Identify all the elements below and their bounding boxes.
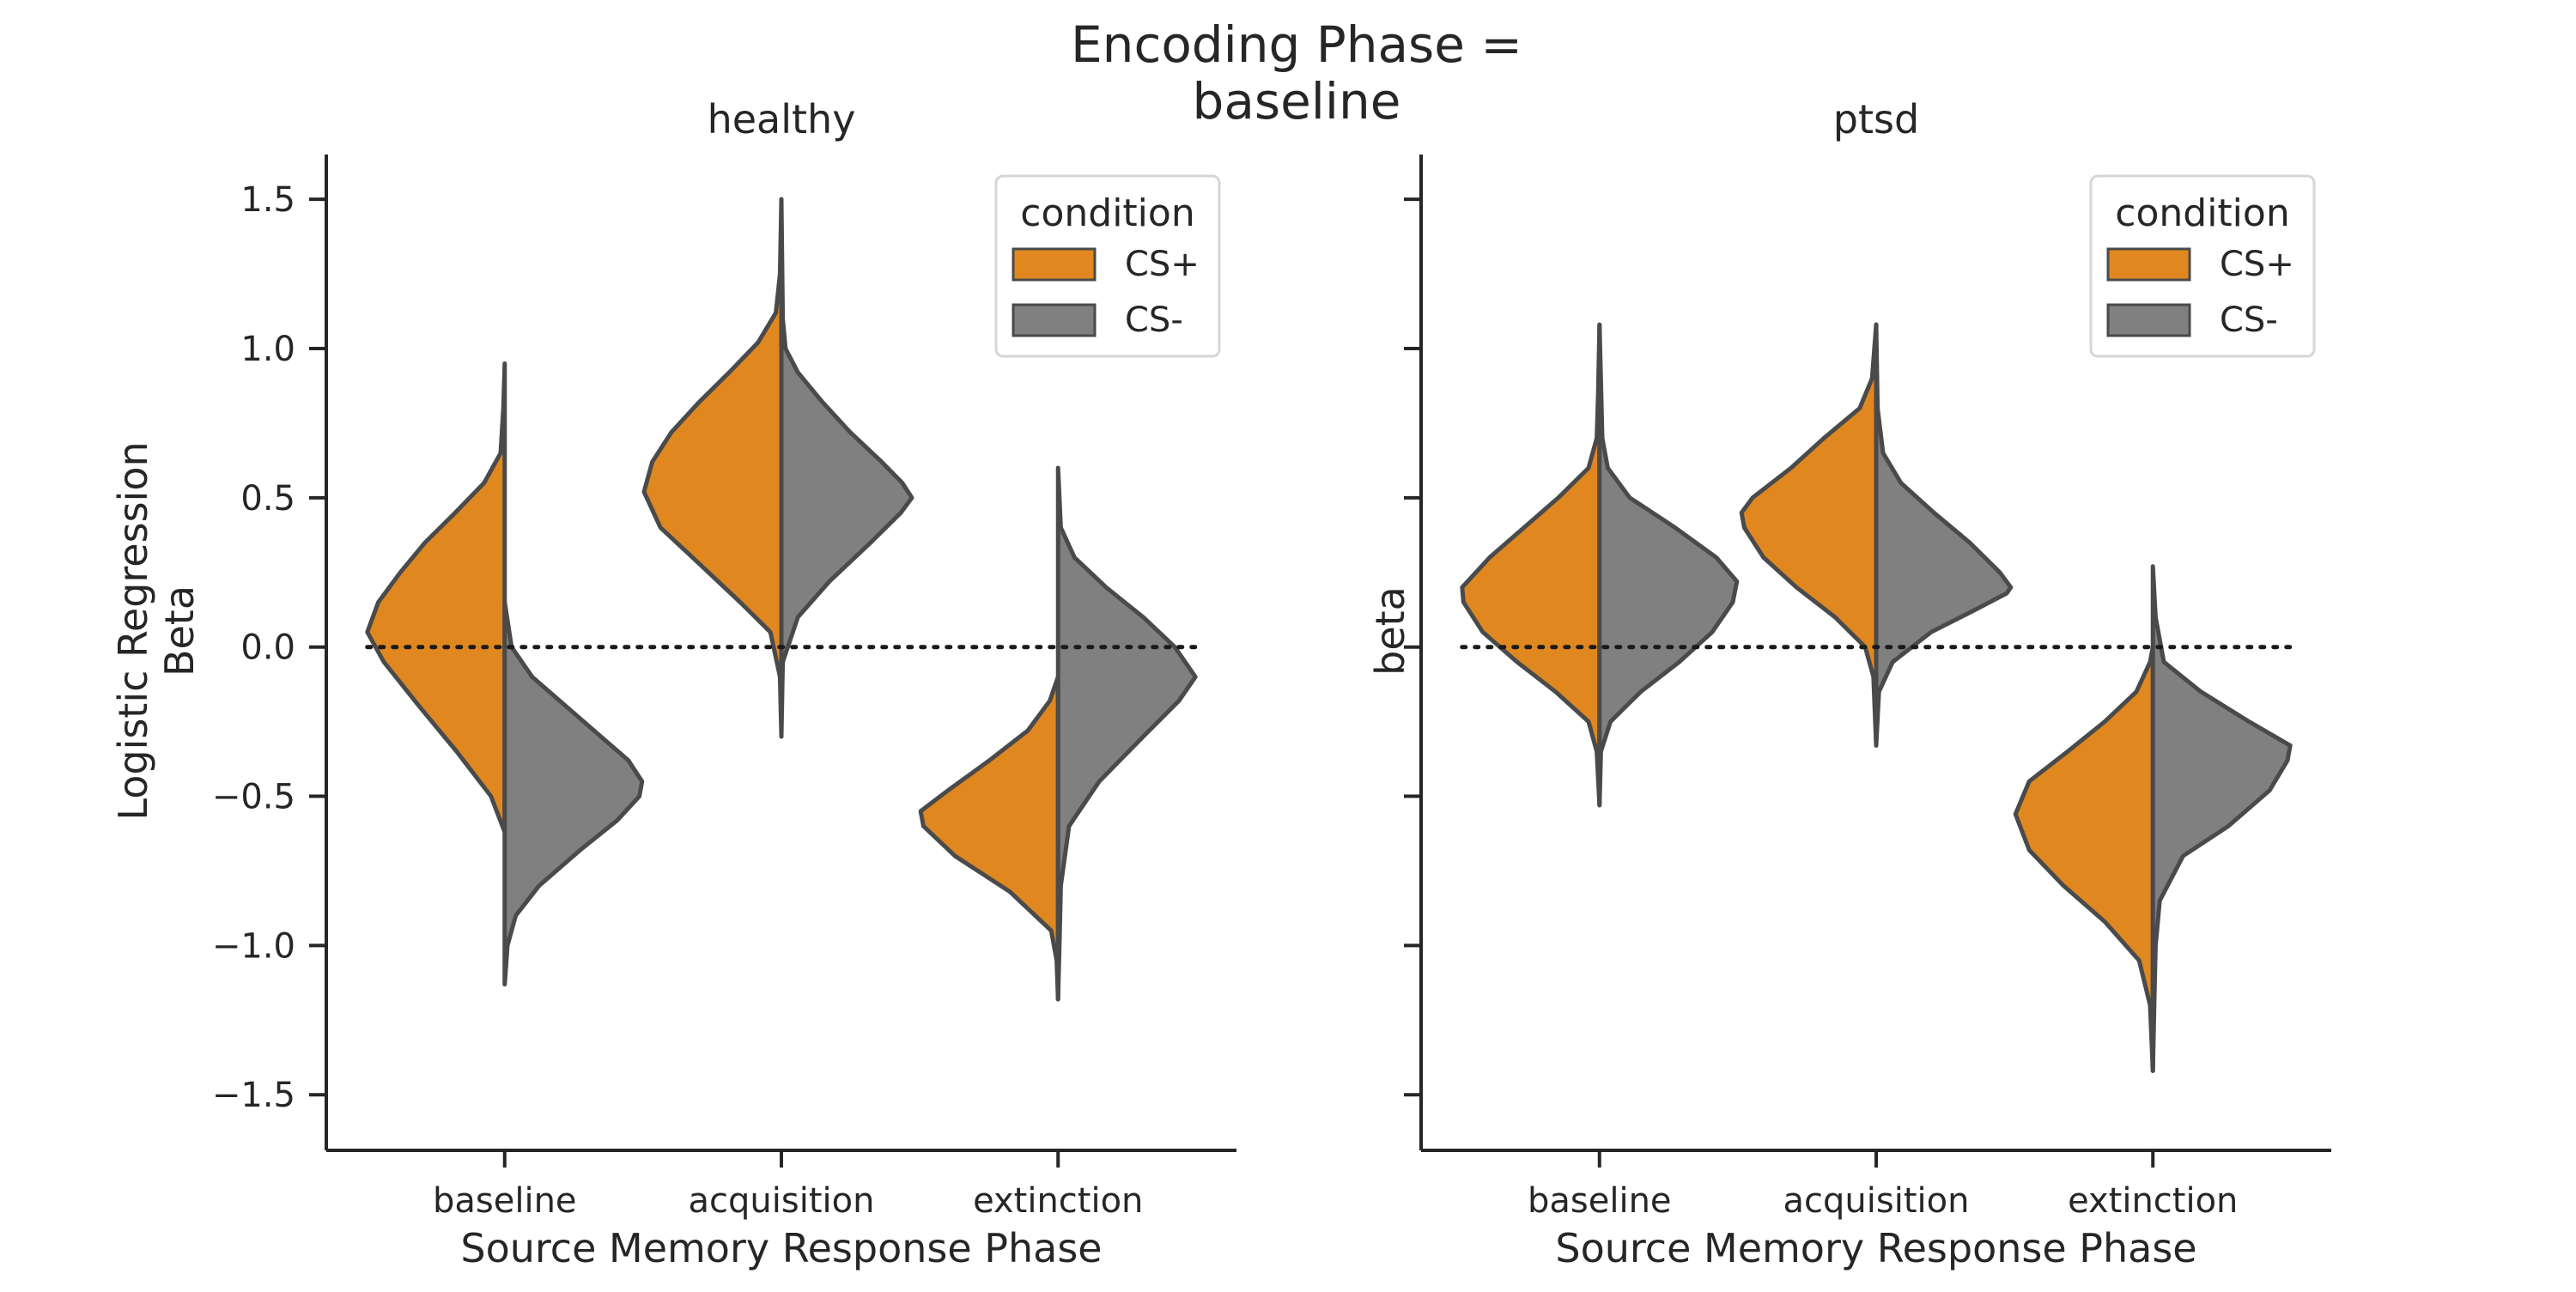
violin-extinction-cs-minus	[1055, 465, 1198, 1002]
legend-entry-label: CS+	[2220, 245, 2294, 284]
panel-ptsd: ptsd baseline acquisition extinctionSource …	[1367, 96, 2331, 1271]
x-tick-label: baseline	[1528, 1181, 1672, 1221]
legend-entry-label: CS-	[1125, 300, 1183, 340]
panel-title: healthy	[708, 96, 856, 143]
x-tick-label: acquisition	[1783, 1181, 1970, 1221]
panel-title: ptsd	[1833, 96, 1919, 143]
x-tick-label: extinction	[2068, 1181, 2238, 1221]
violin-baseline-cs-plus	[365, 361, 507, 834]
panel-healthy: healthy −1.5 −1.0 −0.5 0.0 0.5 1.0 1.5 baseline a…	[110, 96, 1236, 1271]
legend: condition CS+ CS-	[2089, 174, 2316, 358]
x-tick-label: extinction	[973, 1181, 1143, 1221]
legend-swatch	[2106, 303, 2191, 337]
legend-swatch	[1012, 247, 1097, 282]
panels-layer: healthy −1.5 −1.0 −0.5 0.0 0.5 1.0 1.5 baseline a…	[110, 96, 2331, 1271]
y-tick-label: 0.0	[240, 628, 295, 668]
y-tick-label: 1.5	[240, 180, 295, 220]
figure-title-line: baseline	[1193, 72, 1401, 130]
y-tick-label: 1.0	[240, 330, 295, 369]
violin-acquisition-cs-minus	[779, 197, 914, 739]
x-axis-label: Source Memory Response Phase	[1555, 1225, 2196, 1271]
violin-acquisition-cs-minus	[1874, 322, 2014, 748]
violin-baseline-cs-minus	[502, 600, 645, 987]
y-axis-label: Beta	[156, 585, 203, 676]
violin-baseline-cs-minus	[1597, 322, 1740, 808]
legend-swatch	[1012, 303, 1097, 337]
y-axis-label: beta	[1367, 586, 1413, 676]
figure-title-line: Encoding Phase =	[1071, 15, 1522, 74]
y-tick-label: −1.0	[212, 926, 295, 966]
violin-extinction-cs-minus	[2150, 564, 2293, 1073]
y-tick-label: 0.5	[240, 479, 295, 519]
y-tick-label: −1.5	[212, 1076, 295, 1115]
legend: condition CS+ CS-	[994, 174, 1221, 358]
legend-entry-label: CS-	[2220, 300, 2278, 340]
y-tick-label: −0.5	[212, 778, 295, 817]
legend-title: condition	[1020, 191, 1194, 235]
y-axis-label: Logistic Regression	[110, 441, 156, 820]
violin-acquisition-cs-plus	[1739, 322, 1879, 748]
x-axis-label: Source Memory Response Phase	[460, 1225, 1102, 1271]
legend-swatch	[2106, 247, 2191, 282]
figure-title: Encoding Phase = baseline	[1071, 15, 1522, 130]
x-tick-label: acquisition	[689, 1181, 875, 1221]
violin-extinction-cs-plus	[918, 674, 1060, 1002]
x-tick-label: baseline	[433, 1181, 577, 1221]
legend-entry-label: CS+	[1125, 245, 1200, 284]
legend-title: condition	[2115, 191, 2289, 235]
